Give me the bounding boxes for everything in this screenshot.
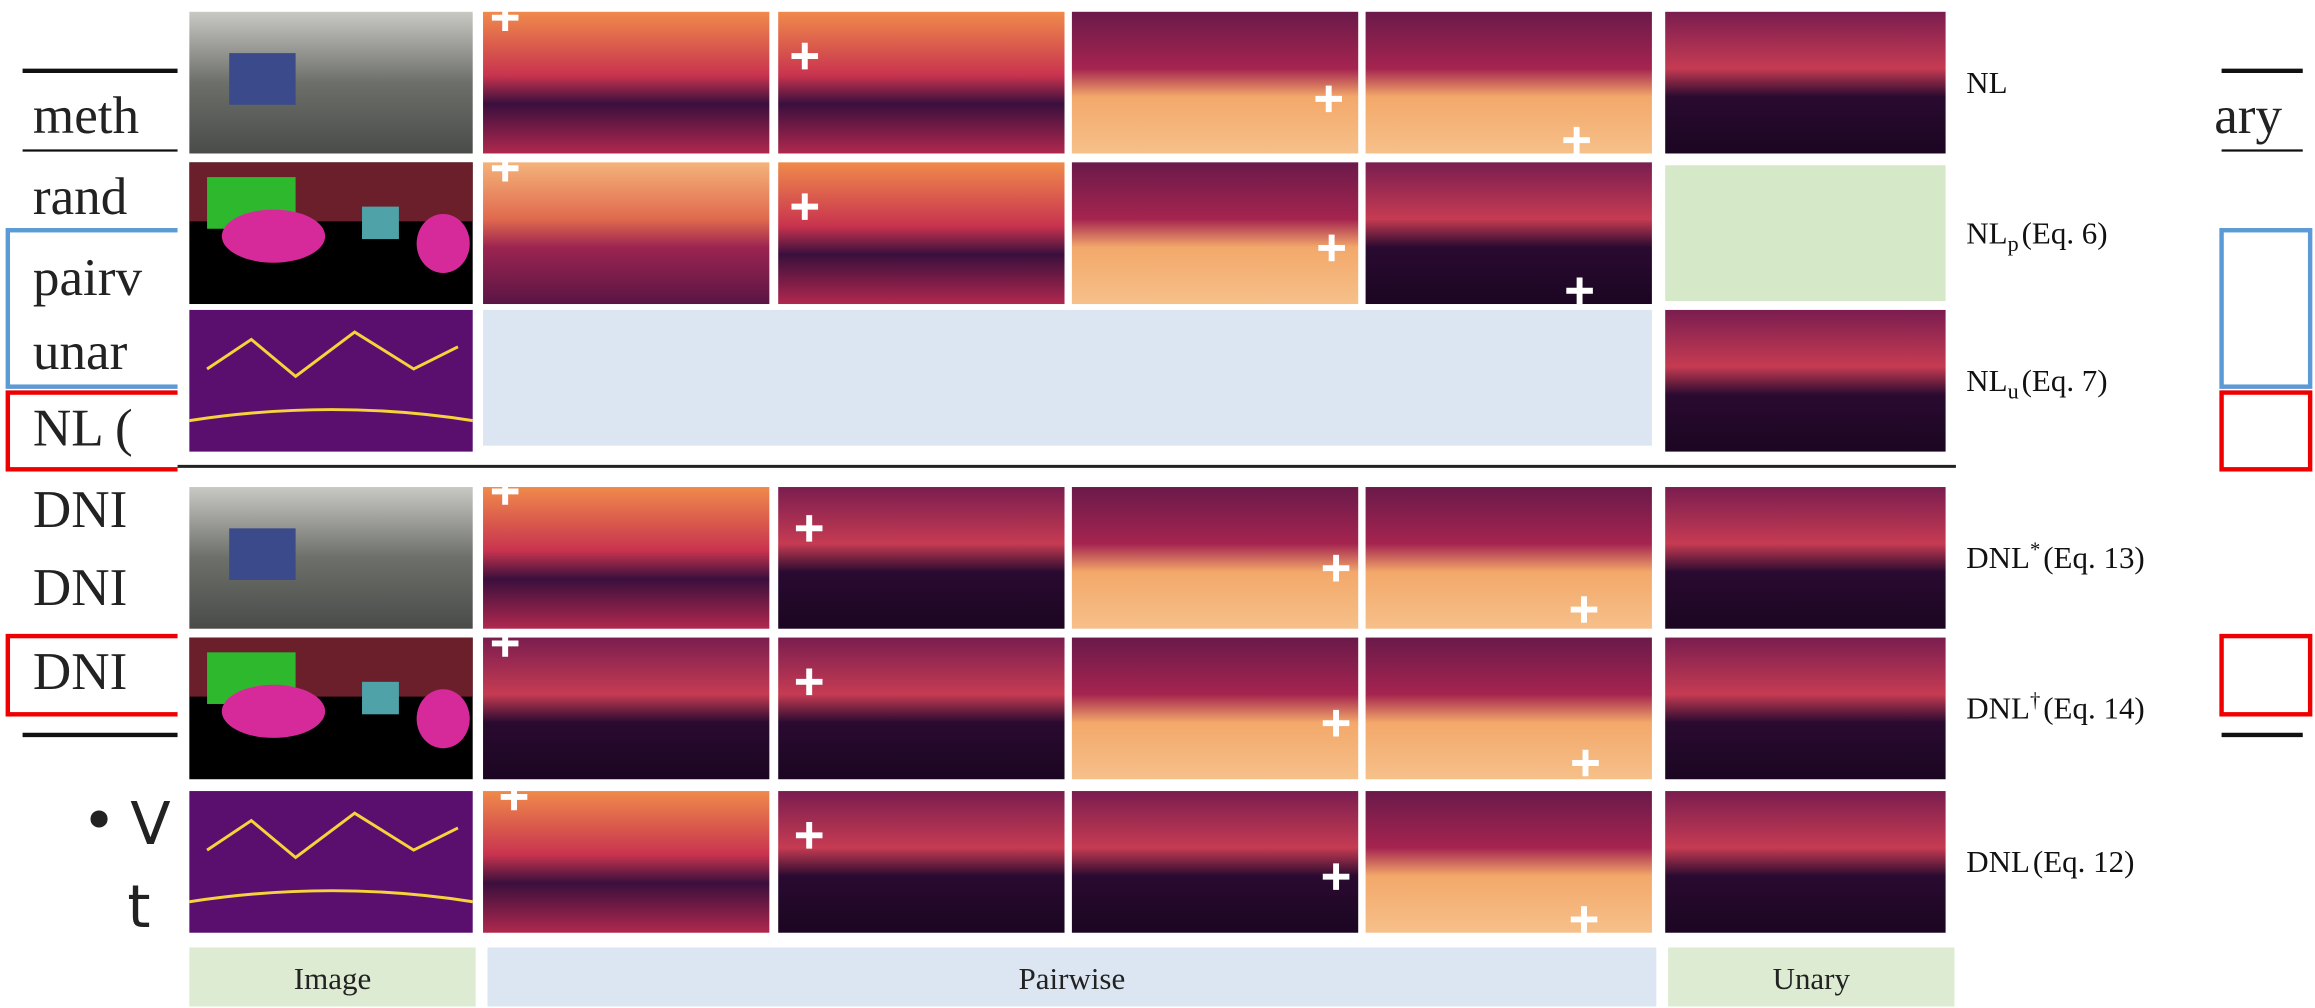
seg-car bbox=[222, 685, 325, 738]
pairwise-map bbox=[1366, 162, 1652, 304]
pairwise-map bbox=[1072, 638, 1358, 780]
row-label-part: DNL bbox=[1966, 540, 2030, 575]
table-row-fragment: DNI bbox=[33, 481, 127, 539]
red-box bbox=[2222, 636, 2311, 714]
row-label-part: (Eq. 6) bbox=[2022, 216, 2108, 251]
bullet-text: V bbox=[130, 789, 170, 858]
edges bbox=[189, 791, 472, 933]
unary-map bbox=[1665, 12, 1945, 154]
header-left: meth bbox=[33, 87, 139, 145]
column-label: Pairwise bbox=[1019, 961, 1126, 996]
row-label-part: p bbox=[2008, 231, 2019, 256]
table-row-fragment: rand bbox=[33, 168, 127, 226]
unary-map bbox=[1665, 791, 1945, 933]
seg-car bbox=[417, 214, 470, 273]
row-label-part: NL bbox=[1966, 363, 2007, 398]
row-label-part: (Eq. 14) bbox=[2043, 691, 2145, 726]
row-label-part: (Eq. 7) bbox=[2022, 363, 2108, 398]
pairwise-map bbox=[483, 487, 769, 629]
row-label: NLp(Eq. 6) bbox=[1966, 216, 2107, 256]
pairwise-map bbox=[1072, 791, 1358, 933]
column-label: Image bbox=[294, 961, 371, 996]
row-label-part: NL bbox=[1966, 216, 2007, 251]
seg-truck bbox=[362, 207, 399, 239]
pairwise-map bbox=[1072, 162, 1358, 304]
pairwise-map bbox=[778, 487, 1064, 629]
red-box bbox=[2222, 393, 2311, 470]
edges bbox=[189, 310, 472, 452]
table-row-fragment: DNI bbox=[33, 559, 127, 617]
pairwise-map bbox=[1366, 638, 1652, 780]
row-label: DNL*(Eq. 13) bbox=[1966, 539, 2145, 575]
pairwise-map bbox=[1366, 12, 1652, 154]
row-label: NLu(Eq. 7) bbox=[1966, 363, 2107, 403]
table-row-fragment: DNI bbox=[33, 643, 127, 701]
row-label-part: u bbox=[2008, 378, 2019, 403]
row-label: DNL†(Eq. 14) bbox=[1966, 690, 2145, 726]
pairwise-map bbox=[483, 791, 769, 933]
seg-truck bbox=[362, 682, 399, 714]
pairwise-map bbox=[778, 162, 1064, 304]
empty-unary bbox=[1665, 165, 1945, 301]
row-label-part: (Eq. 12) bbox=[2033, 844, 2135, 879]
table-row-fragment: pairv bbox=[33, 249, 143, 307]
bullet-text: t bbox=[127, 872, 150, 941]
pairwise-map bbox=[483, 12, 769, 154]
row-label-part: DNL bbox=[1966, 844, 2030, 879]
row-label-part: (Eq. 13) bbox=[2043, 540, 2145, 575]
row-label-part: * bbox=[2030, 539, 2040, 561]
empty-pairwise bbox=[483, 310, 1652, 446]
pairwise-map bbox=[1366, 791, 1652, 933]
pairwise-map bbox=[778, 638, 1064, 780]
table-row-fragment: unar bbox=[33, 323, 128, 381]
photo-car bbox=[229, 528, 295, 580]
row-label-part: DNL bbox=[1966, 691, 2030, 726]
blue-box bbox=[2222, 230, 2311, 386]
column-label: Unary bbox=[1773, 961, 1851, 996]
seg-car bbox=[417, 689, 470, 748]
header-right: ary bbox=[2214, 87, 2282, 145]
unary-map bbox=[1665, 310, 1945, 452]
unary-map bbox=[1665, 638, 1945, 780]
table-row-fragment: NL ( bbox=[33, 400, 133, 458]
pairwise-map bbox=[1366, 487, 1652, 629]
bullet-dot: • bbox=[82, 786, 117, 855]
row-label: NL bbox=[1966, 65, 2007, 100]
pairwise-map bbox=[1072, 12, 1358, 154]
row-label-part: † bbox=[2030, 690, 2040, 712]
photo-car bbox=[229, 53, 295, 105]
row-label-part: NL bbox=[1966, 65, 2007, 100]
screenshot: meth ary randpairvunarNL (DNIDNIDNI • V … bbox=[0, 0, 2315, 1008]
row-label: DNL(Eq. 12) bbox=[1966, 844, 2134, 879]
pairwise-map bbox=[778, 791, 1064, 933]
pairwise-map bbox=[778, 12, 1064, 154]
seg-car bbox=[222, 210, 325, 263]
pairwise-map bbox=[483, 162, 769, 304]
pairwise-map bbox=[1072, 487, 1358, 629]
unary-map bbox=[1665, 487, 1945, 629]
pairwise-map bbox=[483, 638, 769, 780]
